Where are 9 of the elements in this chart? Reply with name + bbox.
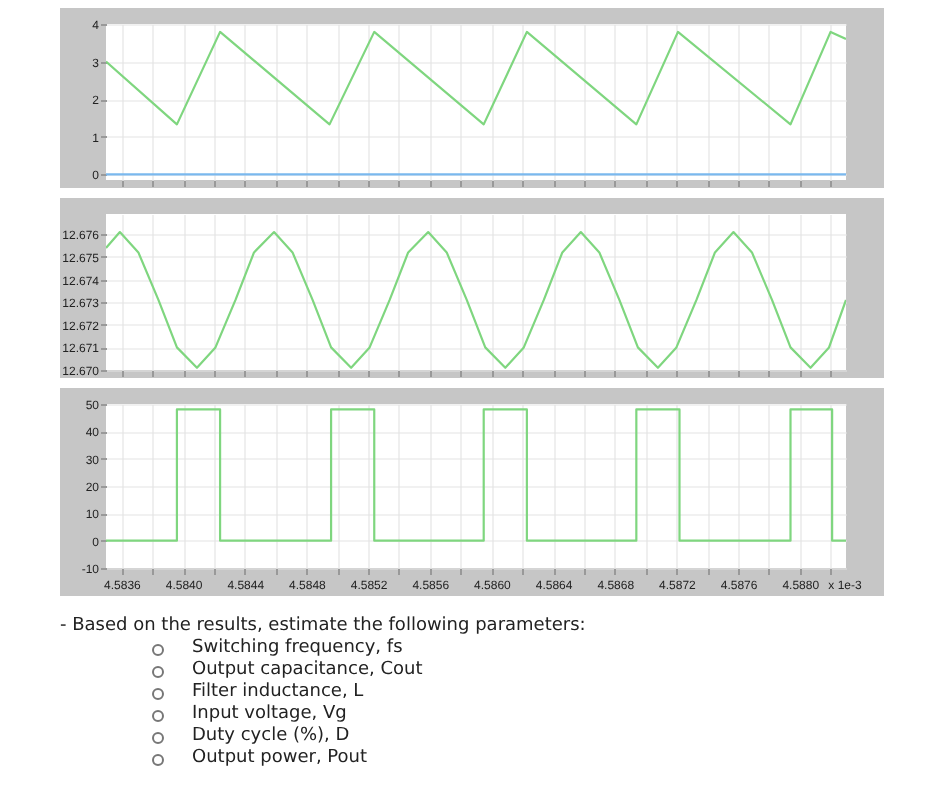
line-series — [106, 30, 846, 126]
line-series — [106, 230, 846, 369]
text: Output power, Pout — [192, 748, 368, 770]
text: Duty cycle (%), D — [192, 726, 350, 748]
text: Output capacitance, Cout — [192, 660, 423, 682]
text: Input voltage, Vg — [192, 704, 347, 726]
text: - Based on the results, estimate the following parameters: — [60, 616, 588, 636]
text: Filter inductance, L — [192, 682, 364, 704]
text: Switching frequency, fs — [192, 638, 403, 660]
